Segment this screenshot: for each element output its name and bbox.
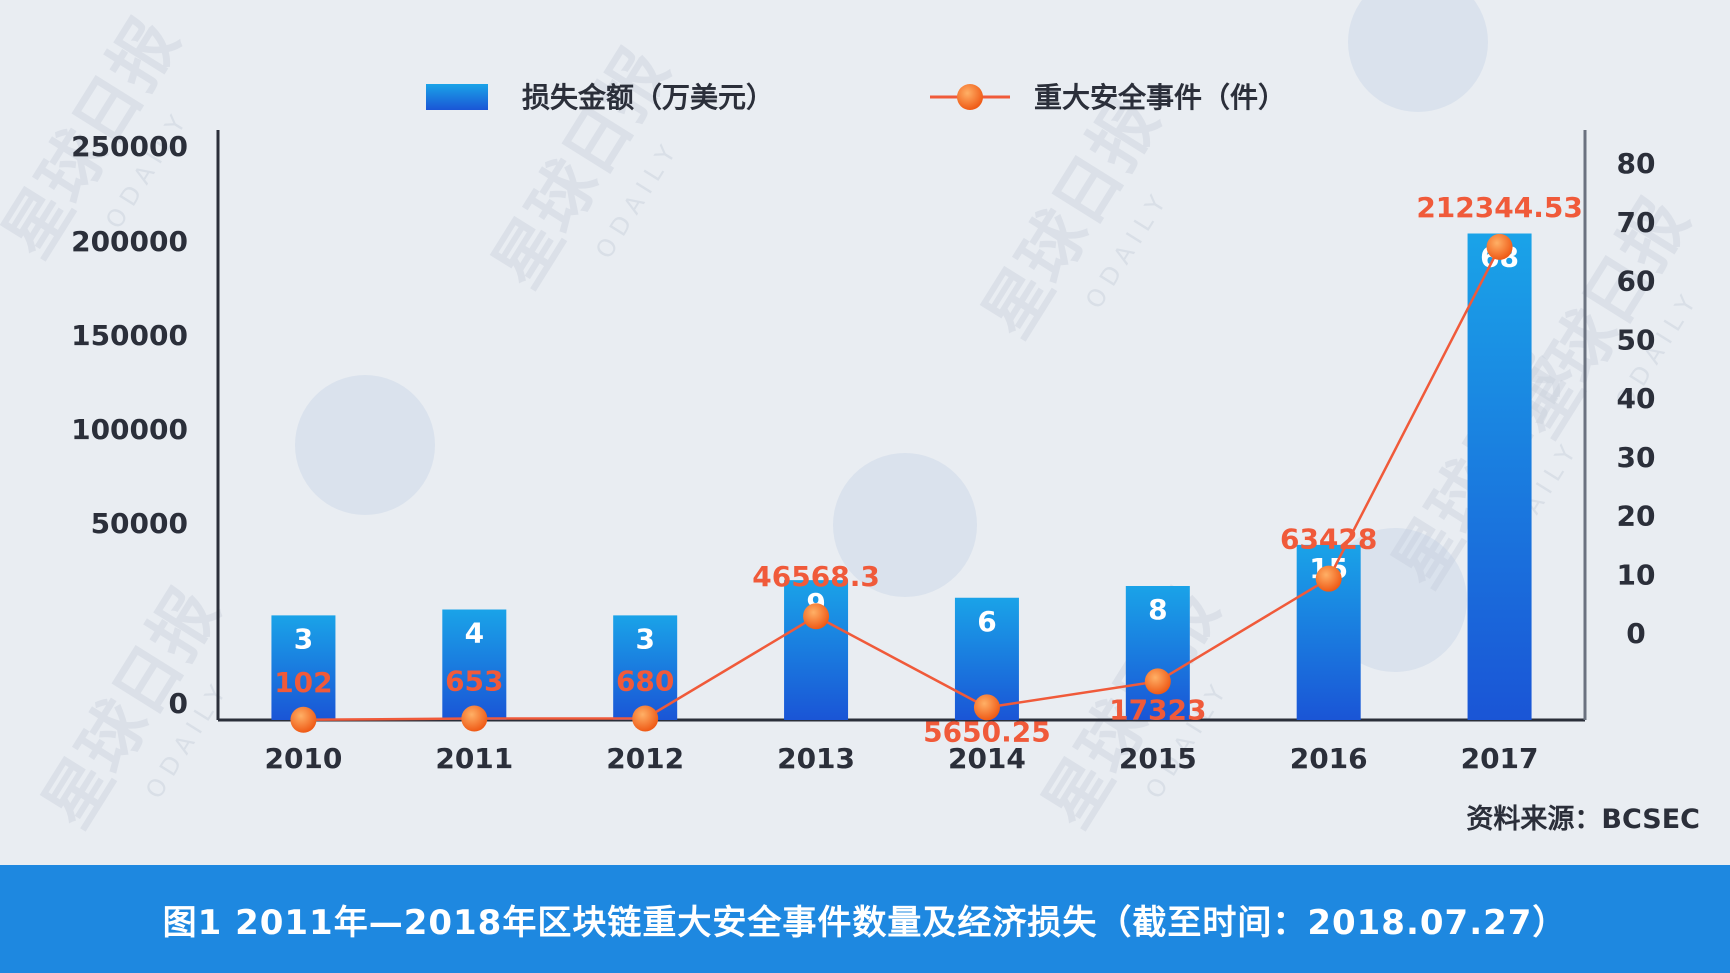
loss-line [303,246,1501,722]
right-axis-tick: 10 [1617,558,1656,591]
left-axis-tick: 200000 [71,225,188,258]
bar [442,609,507,720]
right-axis-tick: 20 [1617,500,1656,533]
line-point [632,705,659,732]
left-axis-tick: 50000 [91,507,188,540]
x-axis-tick: 2010 [264,742,342,775]
caption-band: 图1 2011年—2018年区块链重大安全事件数量及经济损失（截至时间：2018… [0,865,1730,973]
watermark-logo-icon [1348,0,1488,112]
legend: 损失金额（万美元） 重大安全事件（件） [426,81,1286,114]
x-axis-tick: 2017 [1461,742,1539,775]
source-note: 资料来源：BCSEC [1466,804,1700,835]
bar [271,615,336,720]
line-value-label: 653 [445,665,503,698]
bar-value-label: 3 [294,622,313,655]
bar [1125,586,1190,720]
line-value-label: 63428 [1280,523,1377,556]
line-point [461,705,488,732]
right-axis-tick: 50 [1617,323,1656,356]
line-value-label: 212344.53 [1416,191,1583,224]
legend-swatch-bar [426,84,488,110]
right-axis-tick: 40 [1617,382,1656,415]
left-axis-tick: 250000 [71,130,188,163]
bar-value-label: 4 [465,617,484,650]
line-value-label: 680 [616,664,674,697]
bar [613,615,678,720]
x-axis-tick: 2011 [435,742,513,775]
x-axis-tick: 2015 [1119,742,1197,775]
line-point [1144,668,1171,695]
left-axis-tick: 100000 [71,413,188,446]
line-value-label: 5650.25 [923,715,1051,748]
left-axis-tick: 0 [169,687,188,720]
watermark-logo-icon [295,375,435,515]
bar-value-label: 6 [977,605,996,638]
line-point [1315,565,1342,592]
x-axis-tick: 2016 [1290,742,1368,775]
line-point [803,603,830,630]
x-axis-tick: 2014 [948,742,1026,775]
line-value-label: 46568.3 [752,560,880,593]
bar-value-label: 3 [635,622,654,655]
x-axis-tick: 2012 [606,742,684,775]
legend-label: 重大安全事件（件） [1034,81,1286,114]
line-point [973,694,1000,721]
right-axis-tick: 0 [1626,617,1645,650]
x-axis-tick: 2013 [777,742,855,775]
watermark-logo-icon [833,453,977,597]
right-axis-tick: 80 [1617,147,1656,180]
left-axis-tick: 150000 [71,319,188,352]
chart-area: 星球日报 O D A I L Y 星球日报 O D A I L Y 星球日报 O D A … [0,0,1704,840]
line-value-label: 17323 [1109,693,1206,726]
bar [1467,233,1532,720]
line-value-label: 102 [274,666,332,699]
legend-label: 损失金额（万美元） [522,81,774,114]
legend-swatch-marker [957,84,983,110]
right-axis-tick: 60 [1617,265,1656,298]
figure-caption: 图1 2011年—2018年区块链重大安全事件数量及经济损失（截至时间：2018… [162,902,1568,943]
line-point [290,706,317,733]
right-axis-tick: 70 [1617,206,1656,239]
line-point [1486,233,1513,260]
line-layer: 102 653 680 46568.3 5650.25 17323 63428 212344.… [274,191,1583,749]
bar-value-label: 8 [1148,593,1167,626]
right-axis-tick: 30 [1617,441,1656,474]
